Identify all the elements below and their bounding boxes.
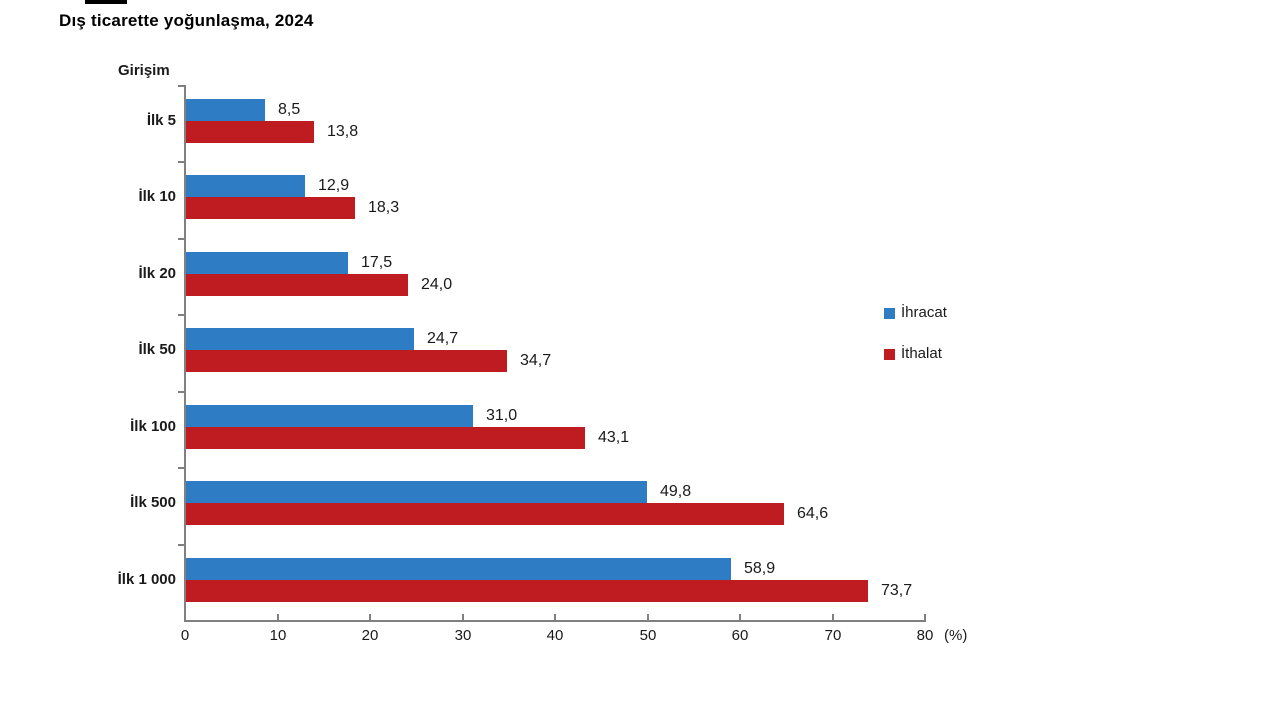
bar-value-label: 64,6 <box>797 505 829 522</box>
y-axis-tick <box>178 544 184 546</box>
x-axis-tick-label: 50 <box>639 627 657 644</box>
x-axis-tick <box>184 614 186 620</box>
bar-ithalat <box>186 350 507 372</box>
bar-ihracat <box>186 328 414 350</box>
legend-label: İthalat <box>901 345 942 362</box>
x-axis-tick <box>277 614 279 620</box>
x-axis-tick-label: 40 <box>546 627 564 644</box>
bar-value-label: 18,3 <box>368 199 400 216</box>
bar-value-label: 12,9 <box>318 177 350 194</box>
bar-ihracat <box>186 99 265 121</box>
bar-ithalat <box>186 197 355 219</box>
x-axis-line <box>184 620 926 622</box>
x-axis-tick <box>832 614 834 620</box>
bar-value-label: 34,7 <box>520 352 552 369</box>
x-axis-tick-label: 60 <box>731 627 749 644</box>
y-axis-tick <box>178 314 184 316</box>
y-axis-tick <box>178 238 184 240</box>
bar-ihracat <box>186 252 348 274</box>
x-axis-tick <box>647 614 649 620</box>
bar-value-label: 43,1 <box>598 429 630 446</box>
bar-ihracat <box>186 175 305 197</box>
x-axis-tick <box>369 614 371 620</box>
category-label: İlk 10 <box>138 188 176 205</box>
x-axis-tick <box>924 614 926 620</box>
category-label: İlk 100 <box>130 418 176 435</box>
bar-value-label: 13,8 <box>327 123 359 140</box>
y-axis-tick <box>178 467 184 469</box>
legend-item-ihracat: İhracat <box>884 302 947 324</box>
y-axis-tick <box>178 85 184 87</box>
bar-value-label: 17,5 <box>361 254 393 271</box>
y-axis-tick <box>178 391 184 393</box>
legend-swatch-icon <box>884 348 895 360</box>
y-axis-title: Girişim <box>118 62 170 79</box>
x-axis-tick <box>739 614 741 620</box>
category-label: İlk 5 <box>146 112 176 129</box>
legend-swatch-icon <box>884 307 895 319</box>
y-axis-tick <box>178 161 184 163</box>
bar-ihracat <box>186 405 473 427</box>
x-axis-tick-label: 20 <box>361 627 379 644</box>
category-label: İlk 20 <box>138 265 176 282</box>
y-axis-line <box>184 85 186 622</box>
bar-value-label: 49,8 <box>660 483 692 500</box>
bar-value-label: 58,9 <box>744 560 776 577</box>
bar-ithalat <box>186 580 868 602</box>
x-axis-tick-label: 70 <box>824 627 842 644</box>
bar-ithalat <box>186 274 408 296</box>
category-label: İlk 1 000 <box>117 571 176 588</box>
bar-value-label: 24,0 <box>421 276 453 293</box>
x-axis-tick <box>554 614 556 620</box>
chart-title: Dış ticarette yoğunlaşma, 2024 <box>59 11 314 30</box>
bar-ihracat <box>186 481 647 503</box>
x-axis-tick-label: 30 <box>454 627 472 644</box>
legend-item-ithalat: İthalat <box>884 343 942 365</box>
x-axis-tick-label: 80 <box>916 627 934 644</box>
bar-value-label: 8,5 <box>278 101 301 118</box>
bar-ithalat <box>186 121 314 143</box>
top-edge-artifact <box>85 0 127 4</box>
bar-value-label: 31,0 <box>486 407 518 424</box>
bar-value-label: 73,7 <box>881 582 913 599</box>
x-axis-tick-label: 0 <box>180 627 190 644</box>
legend-label: İhracat <box>901 304 947 321</box>
category-label: İlk 500 <box>130 494 176 511</box>
bar-ithalat <box>186 503 784 525</box>
x-axis-tick-label: 10 <box>269 627 287 644</box>
bar-ihracat <box>186 558 731 580</box>
bar-ithalat <box>186 427 585 449</box>
bar-value-label: 24,7 <box>427 330 459 347</box>
x-axis-unit-label: (%) <box>944 627 968 644</box>
category-label: İlk 50 <box>138 341 176 358</box>
x-axis-tick <box>462 614 464 620</box>
